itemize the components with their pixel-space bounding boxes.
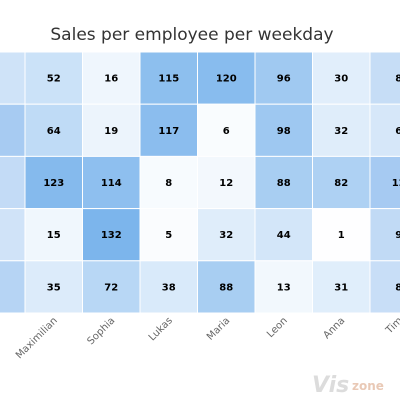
- heatmap-cell-tuesday-alexander[interactable]: [0, 103, 26, 157]
- heatmap-cell-friday-anna[interactable]: [312, 260, 371, 314]
- cell-value-label: 38: [162, 282, 176, 293]
- heatmap-cell-tuesday-anna[interactable]: [312, 103, 371, 157]
- heatmap-cell-wednesday-anna[interactable]: [312, 155, 371, 210]
- cell-value-label: 120: [216, 74, 237, 85]
- heatmap-cell-wednesday-maria[interactable]: [197, 155, 256, 210]
- heatmap-cell-wednesday-sophia[interactable]: [82, 155, 141, 210]
- heatmap-cell-thursday-tim[interactable]: [369, 208, 400, 262]
- watermark-logo: Vis zone: [312, 373, 384, 398]
- cell-value-label: 52: [47, 74, 61, 85]
- x-axis-labels: Maximilian Sophia Lukas Maria Leon Anna Tim: [14, 315, 400, 361]
- heatmap-cell-monday-anna[interactable]: [312, 51, 371, 105]
- heatmap-cell-monday-maximilian[interactable]: [24, 51, 83, 105]
- heatmap-cell-tuesday-maria[interactable]: [197, 103, 256, 157]
- heatmap-cell-monday-sophia[interactable]: [82, 51, 141, 105]
- x-tick-label-leon: Leon: [265, 315, 290, 340]
- cell-value-label: 96: [277, 74, 291, 85]
- watermark-vis: Vis: [312, 373, 349, 398]
- watermark-zone: zone: [352, 379, 384, 393]
- cell-value-label: 115: [158, 74, 179, 85]
- heatmap-cell-wednesday-leon[interactable]: [254, 155, 313, 210]
- heatmap-cell-friday-maria[interactable]: [197, 260, 256, 314]
- cell-value-label: 31: [334, 282, 348, 293]
- cell-value-label: 12: [392, 178, 400, 189]
- cell-value-label: 72: [104, 282, 118, 293]
- heatmap-cell-friday-lukas[interactable]: [139, 260, 198, 314]
- cell-value-label: 123: [43, 178, 64, 189]
- cell-value-label: 8: [395, 282, 400, 293]
- heatmap-cell-tuesday-lukas[interactable]: [139, 103, 198, 157]
- heatmap-cell-thursday-sophia[interactable]: [82, 208, 141, 262]
- cell-value-label: 19: [104, 126, 118, 137]
- cell-value-label: 114: [101, 178, 122, 189]
- heatmap-cell-friday-sophia[interactable]: [82, 260, 141, 314]
- x-tick-label-lukas: Lukas: [147, 315, 175, 343]
- x-tick-label-maximilian: Maximilian: [14, 315, 60, 361]
- cell-value-label: 64: [47, 126, 61, 137]
- heatmap-cell-thursday-maria[interactable]: [197, 208, 256, 262]
- cell-value-label: 6: [223, 126, 230, 137]
- cell-value-label: 82: [334, 178, 348, 189]
- cell-value-label: 32: [334, 126, 348, 137]
- heatmap-cell-monday-tim[interactable]: [369, 51, 400, 105]
- heatmap-cell-thursday-alexander[interactable]: [0, 208, 26, 262]
- heatmap-cell-wednesday-lukas[interactable]: [139, 155, 198, 210]
- cell-value-label: 88: [277, 178, 291, 189]
- cell-value-label: 44: [277, 230, 291, 241]
- cell-value-label: 16: [104, 74, 118, 85]
- x-tick-label-tim: Tim: [383, 315, 400, 336]
- cell-value-label: 98: [277, 126, 291, 137]
- cell-value-label: 30: [334, 74, 348, 85]
- cell-value-label: 32: [219, 230, 233, 241]
- heatmap-cell-friday-tim[interactable]: [369, 260, 400, 314]
- cell-value-label: 9: [395, 230, 400, 241]
- cell-value-label: 5: [165, 230, 172, 241]
- cell-value-label: 15: [47, 230, 61, 241]
- cell-value-label: 35: [47, 282, 61, 293]
- heatmap-cell-monday-lukas[interactable]: [139, 51, 198, 105]
- x-tick-label-maria: Maria: [205, 315, 232, 342]
- heatmap-cell-monday-alexander[interactable]: [0, 51, 26, 105]
- heatmap-cell-thursday-anna[interactable]: [312, 208, 371, 262]
- heatmap-cell-tuesday-leon[interactable]: [254, 103, 313, 157]
- cell-value-label: 13: [277, 282, 291, 293]
- heatmap-cell-wednesday-alexander[interactable]: [0, 155, 26, 210]
- cell-value-label: 117: [158, 126, 179, 137]
- cell-value-label: 1: [338, 230, 345, 241]
- x-tick-label-anna: Anna: [321, 315, 347, 341]
- cell-value-label: 6: [395, 126, 400, 137]
- cell-value-label: 132: [101, 230, 122, 241]
- cell-value-label: 8: [395, 74, 400, 85]
- cell-value-label: 8: [165, 178, 172, 189]
- heatmap-cells: 5216115120963087641911769832612311481288…: [0, 51, 400, 314]
- cell-value-label: 12: [219, 178, 233, 189]
- cell-value-label: 88: [219, 282, 233, 293]
- heatmap-cell-friday-alexander[interactable]: [0, 260, 26, 314]
- chart-title: Sales per employee per weekday: [50, 25, 333, 45]
- x-tick-label-sophia: Sophia: [86, 315, 118, 347]
